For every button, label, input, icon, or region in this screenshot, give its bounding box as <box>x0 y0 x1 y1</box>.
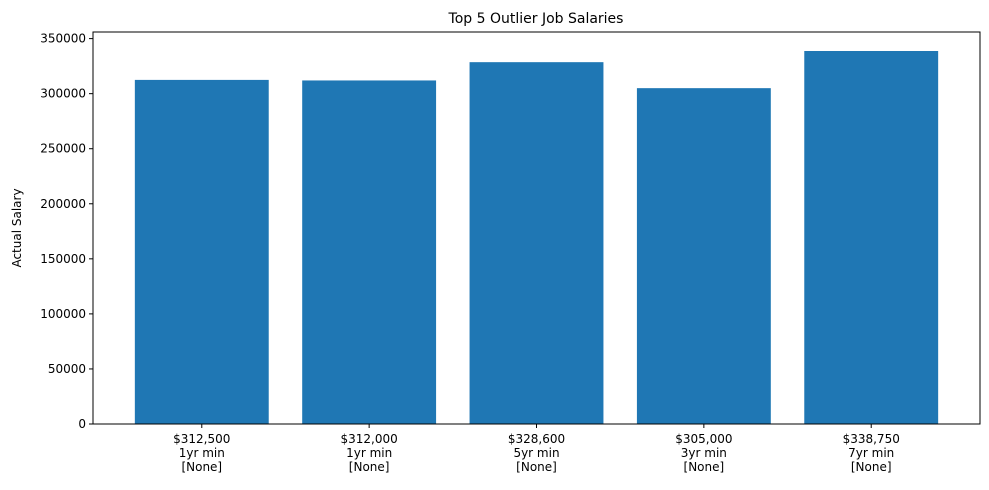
x-tick-label: [None] <box>181 460 222 474</box>
x-tick-label: [None] <box>851 460 892 474</box>
y-tick-label: 0 <box>78 417 86 431</box>
x-tick-label: [None] <box>684 460 725 474</box>
x-tick-label: 7yr min <box>848 446 894 460</box>
y-tick-label: 350000 <box>40 32 86 46</box>
y-tick-label: 250000 <box>40 142 86 156</box>
y-axis-label: Actual Salary <box>10 188 24 267</box>
x-tick-label: $338,750 <box>843 432 900 446</box>
y-tick-label: 50000 <box>48 362 86 376</box>
bar <box>469 62 604 425</box>
bar <box>134 79 269 425</box>
x-tick-label: 1yr min <box>346 446 392 460</box>
x-tick-label: [None] <box>516 460 557 474</box>
y-tick-label: 200000 <box>40 197 86 211</box>
x-tick-label: $312,500 <box>173 432 230 446</box>
y-tick-label: 150000 <box>40 252 86 266</box>
x-tick-label: 5yr min <box>513 446 559 460</box>
x-tick-label: [None] <box>349 460 390 474</box>
y-tick-label: 300000 <box>40 87 86 101</box>
x-tick-label: 3yr min <box>681 446 727 460</box>
x-tick-label: $312,000 <box>341 432 398 446</box>
y-axis-ticks: 0 50000 100000 150000 200000 250000 300000 3500… <box>40 32 93 431</box>
plot-area-frame <box>92 31 981 425</box>
bar <box>804 50 939 424</box>
x-tick-label: $328,600 <box>508 432 565 446</box>
bar <box>302 80 437 425</box>
chart-title: Top 5 Outlier Job Salaries <box>448 11 624 27</box>
y-tick-label: 100000 <box>40 307 86 321</box>
bars-group <box>134 50 939 425</box>
bar <box>636 88 771 425</box>
x-tick-label: $305,000 <box>675 432 732 446</box>
x-tick-label: 1yr min <box>179 446 225 460</box>
